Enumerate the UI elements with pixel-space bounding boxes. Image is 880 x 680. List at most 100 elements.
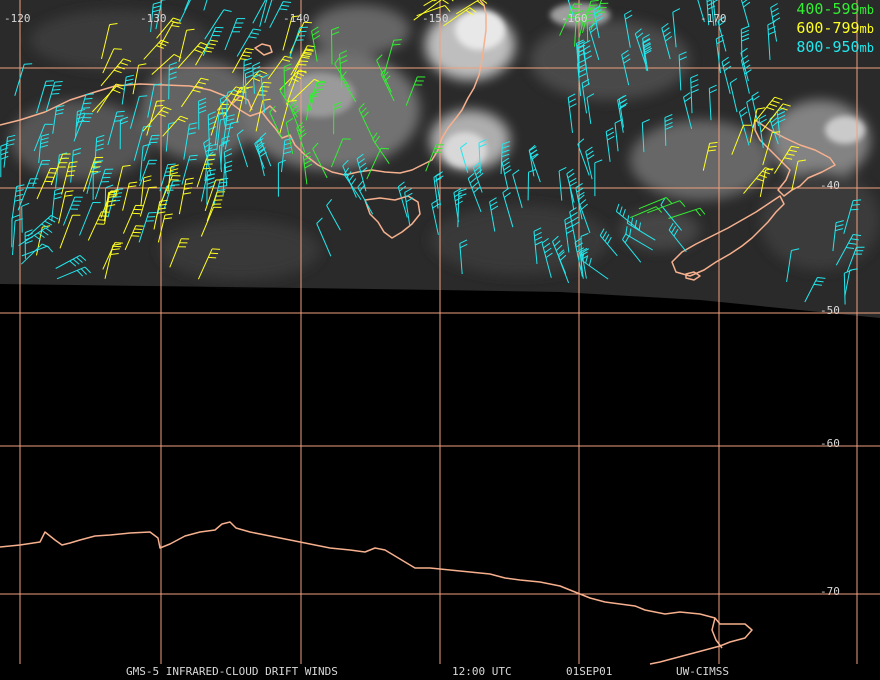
wind-barb — [203, 0, 208, 11]
wind-barb — [122, 181, 138, 211]
barb-shaft — [17, 178, 31, 211]
barb-flag — [236, 129, 244, 135]
barb-flag — [303, 51, 312, 54]
barb-flag — [210, 252, 219, 255]
barb-flag — [770, 117, 778, 124]
barb-flag — [186, 28, 195, 31]
barb-flag — [203, 138, 211, 144]
barb-flag — [644, 47, 652, 53]
barb-shaft — [740, 52, 749, 82]
barb-shaft — [56, 266, 86, 280]
barb-shaft — [162, 115, 181, 137]
barb-shaft — [528, 150, 535, 177]
barb-shaft — [197, 248, 213, 280]
wind-barb — [179, 0, 191, 23]
barb-flag — [848, 242, 857, 245]
wind-barb — [52, 105, 65, 134]
wind-barb — [558, 166, 567, 201]
barb-flag — [622, 54, 630, 60]
barb-flag — [706, 0, 712, 3]
barb-flag — [81, 107, 91, 109]
barb-flag — [630, 217, 634, 226]
barb-flag — [170, 164, 179, 168]
barb-shaft — [621, 54, 630, 86]
barb-flag — [289, 101, 297, 108]
barb-flag — [577, 194, 585, 201]
barb-flag — [530, 149, 538, 156]
barb-shaft — [715, 38, 721, 74]
wind-barb — [769, 113, 779, 145]
barb-flag — [76, 112, 85, 116]
barb-shaft — [453, 192, 459, 223]
barb-flag — [224, 160, 233, 164]
barb-shaft — [567, 97, 573, 133]
barb-shaft — [528, 150, 541, 183]
barb-flag — [580, 232, 589, 237]
barb-flag — [7, 134, 16, 138]
barb-flag — [588, 22, 596, 29]
barb-flag — [208, 143, 218, 147]
barb-flag — [51, 93, 60, 95]
barb-shaft — [575, 187, 583, 220]
barb-flag — [115, 83, 124, 87]
wind-barb — [358, 103, 374, 140]
wind-barb — [754, 96, 783, 122]
barb-shaft — [204, 146, 210, 182]
barb-shaft — [202, 27, 216, 56]
barb-flag — [665, 121, 673, 126]
barb-flag — [134, 228, 143, 230]
barb-flag — [15, 194, 24, 197]
barb-shaft — [33, 124, 46, 152]
wind-barb — [626, 215, 656, 241]
barb-flag — [107, 199, 117, 203]
barb-flag — [582, 19, 591, 22]
barb-flag — [139, 95, 148, 97]
barb-flag — [707, 5, 716, 10]
barb-shaft — [316, 223, 332, 257]
barb-flag — [80, 268, 87, 275]
barb-shaft — [249, 82, 264, 112]
wind-barb — [567, 0, 575, 19]
barb-shaft — [224, 18, 238, 51]
barb-shaft — [59, 215, 73, 249]
barb-flag — [152, 5, 161, 9]
lat-label-70: -70 — [820, 585, 840, 598]
barb-flag — [490, 201, 498, 207]
barb-shaft — [460, 147, 469, 173]
barb-flag — [293, 109, 300, 116]
barb-shaft — [593, 9, 600, 39]
barb-flag — [107, 204, 116, 207]
barb-flag — [465, 9, 473, 16]
wind-barb — [83, 156, 104, 192]
barb-flag — [254, 137, 262, 144]
barb-flag — [634, 220, 638, 229]
barb-flag — [481, 0, 488, 4]
barb-flag — [554, 240, 561, 247]
wind-barb — [413, 0, 449, 21]
barb-flag — [767, 21, 776, 26]
barb-flag — [489, 197, 497, 203]
barb-shaft — [478, 142, 481, 174]
barb-flag — [40, 137, 49, 141]
barb-flag — [850, 238, 859, 241]
barb-flag — [587, 154, 595, 160]
barb-flag — [255, 73, 264, 78]
wind-barb — [202, 26, 224, 56]
barb-flag — [707, 1, 715, 6]
barb-shaft — [357, 186, 374, 215]
barb-flag — [709, 84, 717, 89]
barb-flag — [528, 168, 537, 173]
wind-barb — [27, 214, 59, 237]
barb-shaft — [14, 64, 25, 96]
barb-shaft — [79, 202, 94, 236]
barb-flag — [665, 35, 673, 42]
barb-flag — [358, 103, 365, 110]
barb-shaft — [380, 73, 395, 102]
barb-flag — [397, 181, 405, 188]
barb-flag — [739, 106, 747, 113]
barb-flag — [158, 207, 167, 210]
barb-shaft — [101, 24, 111, 60]
wind-barb — [740, 25, 750, 57]
barb-flag — [24, 63, 33, 65]
barb-flag — [208, 148, 217, 152]
